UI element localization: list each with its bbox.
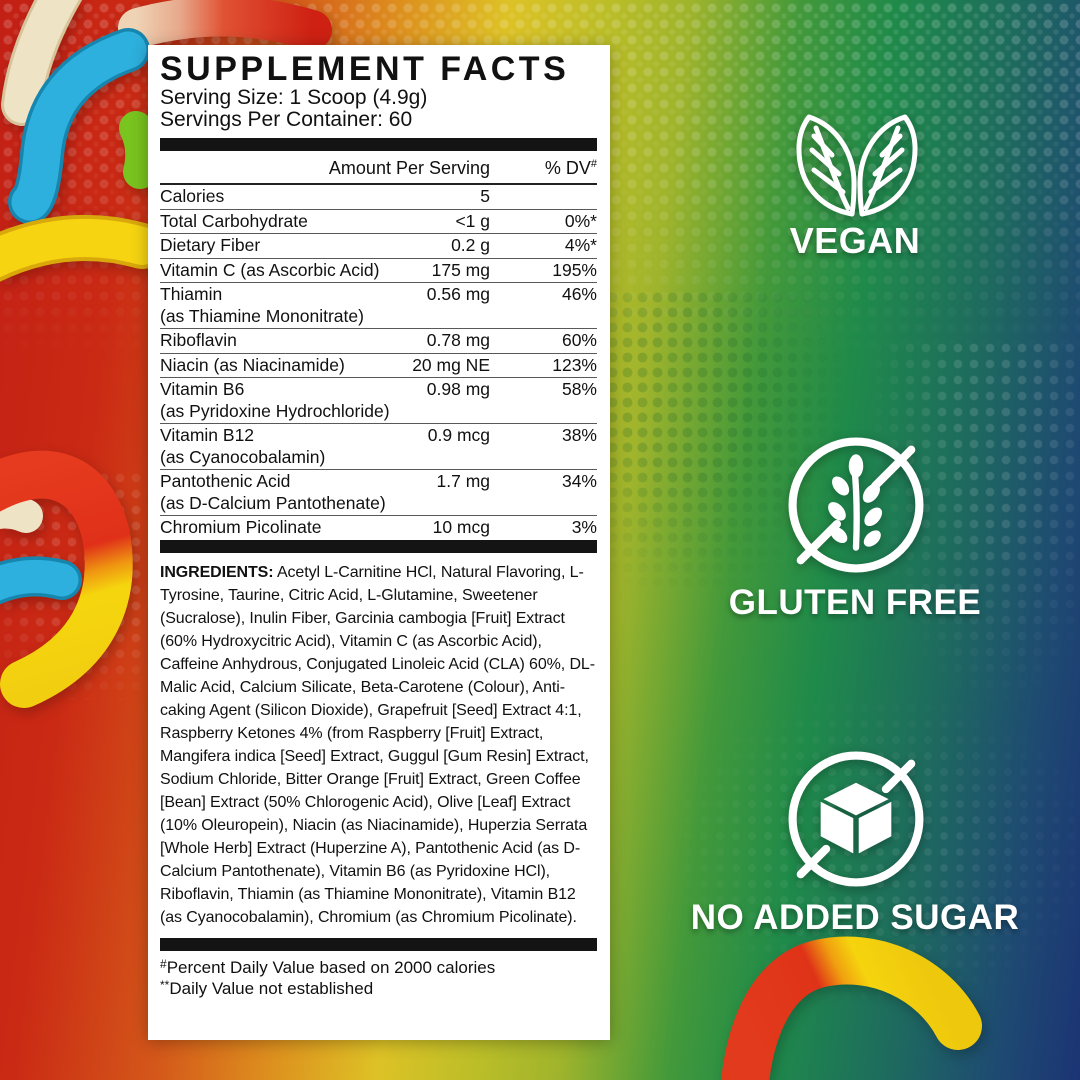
nutrient-amount: 0.98 mg <box>426 379 490 399</box>
column-header-amount: Amount Per Serving <box>328 158 490 178</box>
table-row: Chromium Picolinate 10 mcg 3% <box>160 515 597 540</box>
nutrient-amount: 5 <box>480 186 490 206</box>
gummy-worm-cream-piece <box>0 494 43 533</box>
nutrient-dv: 60% <box>561 330 597 350</box>
nutrient-dv: 0%* <box>564 210 597 231</box>
table-row: Total Carbohydrate <1 g 0%* <box>160 208 597 234</box>
nutrient-dv: 3% <box>571 517 597 537</box>
nutrient-amount: 0.2 g <box>451 235 490 255</box>
nutrient-amount: 0.9 mcg <box>427 425 490 445</box>
nutrient-name: Dietary Fiber <box>160 235 261 255</box>
nutrient-name: Riboflavin <box>160 330 237 350</box>
servings-per-container: Servings Per Container: 60 <box>160 107 413 131</box>
nutrient-dv: 4%* <box>564 235 597 255</box>
nutrient-subname: (as Pyridoxine Hydrochloride) <box>160 400 390 421</box>
wheat-grains <box>828 454 883 547</box>
no-added-sugar-label: NO ADDED SUGAR <box>690 898 1020 937</box>
gummy-worm-blue-body <box>11 31 147 221</box>
no-added-sugar-icon <box>788 751 924 887</box>
gummy-worm-green-piece <box>119 111 160 189</box>
footnote-not-established: **Daily Value not established <box>160 977 374 998</box>
nutrient-amount: <1 g <box>455 210 490 231</box>
nutrient-dv: 195% <box>552 259 597 280</box>
table-row: Vitamin C (as Ascorbic Acid) 175 mg 195% <box>160 257 597 283</box>
serving-size: Serving Size: 1 Scoop (4.9g) <box>160 86 428 109</box>
nutrient-amount: 10 mcg <box>432 517 490 537</box>
panel-title: SUPPLEMENT FACTS <box>160 50 570 88</box>
nutrient-name: Vitamin B6 <box>160 379 245 399</box>
nutrient-name: Chromium Picolinate <box>160 517 322 537</box>
nutrient-dv: 34% <box>561 471 597 491</box>
sugar-cube <box>820 782 892 854</box>
divider-bar-middle <box>160 539 597 553</box>
nutrient-amount: 1.7 mg <box>436 471 491 491</box>
nutrient-dv: 123% <box>552 354 597 375</box>
divider-bar-top <box>160 138 597 151</box>
nutrient-dv <box>490 186 597 208</box>
column-header-spacer <box>160 158 280 179</box>
nutrient-amount: 0.56 mg <box>426 284 490 304</box>
table-column-header: Amount Per Serving % DV# <box>160 151 597 185</box>
table-row: Vitamin B12 0.9 mcg 38% (as Cyanocobalamin) <box>160 423 597 469</box>
nutrient-subname: (as Cyanocobalamin) <box>160 446 326 467</box>
ingredients-paragraph: INGREDIENTS: Acetyl L-Carnitine HCl, Nat… <box>160 561 597 929</box>
nutrient-name: Niacin (as Niacinamide) <box>160 354 345 375</box>
gummy-worm-blue-piece-body <box>0 559 79 601</box>
table-row: Dietary Fiber 0.2 g 4%* <box>160 233 597 258</box>
gummy-worm-red-yellow-arch <box>0 450 133 708</box>
table-row: Riboflavin 0.78 mg 60% <box>160 328 597 353</box>
gluten-free-label: GLUTEN FREE <box>728 583 982 622</box>
vegan-leaves-icon <box>796 114 918 217</box>
nutrient-dv: 46% <box>561 284 597 304</box>
table-row: Calories 5 <box>160 185 597 209</box>
supplement-facts-panel: SUPPLEMENT FACTS Serving Size: 1 Scoop (… <box>148 45 610 1040</box>
gummy-worm-yellow-body <box>0 218 161 278</box>
nutrient-dv: 38% <box>561 425 597 445</box>
nutrient-amount: 175 mg <box>431 259 490 280</box>
gummy-worm-cream-body <box>4 0 79 123</box>
dv-superscript: # <box>590 158 597 170</box>
nutrient-name: Vitamin C (as Ascorbic Acid) <box>160 259 380 280</box>
footnote-dv: #Percent Daily Value based on 2000 calor… <box>160 956 496 977</box>
ingredients-label: INGREDIENTS: <box>160 563 274 581</box>
nutrient-subname: (as D-Calcium Pantothenate) <box>160 492 386 513</box>
nutrient-amount: 0.78 mg <box>426 330 490 350</box>
nutrient-amount: 20 mg NE <box>412 354 490 375</box>
vegan-label: VEGAN <box>789 220 921 261</box>
table-row: Vitamin B6 0.98 mg 58% (as Pyridoxine Hydro… <box>160 377 597 423</box>
nutrient-name: Total Carbohydrate <box>160 210 308 231</box>
nutrient-name: Thiamin <box>160 284 223 304</box>
nutrient-dv: 58% <box>561 379 597 399</box>
table-row: Thiamin 0.56 mg 46% (as Thiamine Mononitrat… <box>160 282 597 328</box>
gummy-worm-bottom-right <box>721 936 982 1080</box>
ingredients-text: Acetyl L-Carnitine HCl, Natural Flavorin… <box>160 563 595 926</box>
facts-table-body: Calories 5 Total Carbohydrate <1 g 0%* Dietar… <box>160 185 597 540</box>
nutrient-subname: (as Thiamine Mononitrate) <box>160 305 364 326</box>
nutrient-name: Pantothenic Acid <box>160 471 291 491</box>
table-row: Pantothenic Acid 1.7 mg 34% (as D-Calcium P… <box>160 469 597 515</box>
footnotes: #Percent Daily Value based on 2000 calor… <box>160 956 597 1000</box>
column-header-dv: % DV# <box>544 158 597 178</box>
nutrient-name: Calories <box>160 186 225 206</box>
gummy-worm-red-top <box>118 0 332 50</box>
table-row: Niacin (as Niacinamide) 20 mg NE 123% <box>160 352 597 378</box>
gluten-free-icon <box>788 437 924 573</box>
divider-bar-bottom <box>160 937 597 951</box>
nutrient-name: Vitamin B12 <box>160 425 255 445</box>
